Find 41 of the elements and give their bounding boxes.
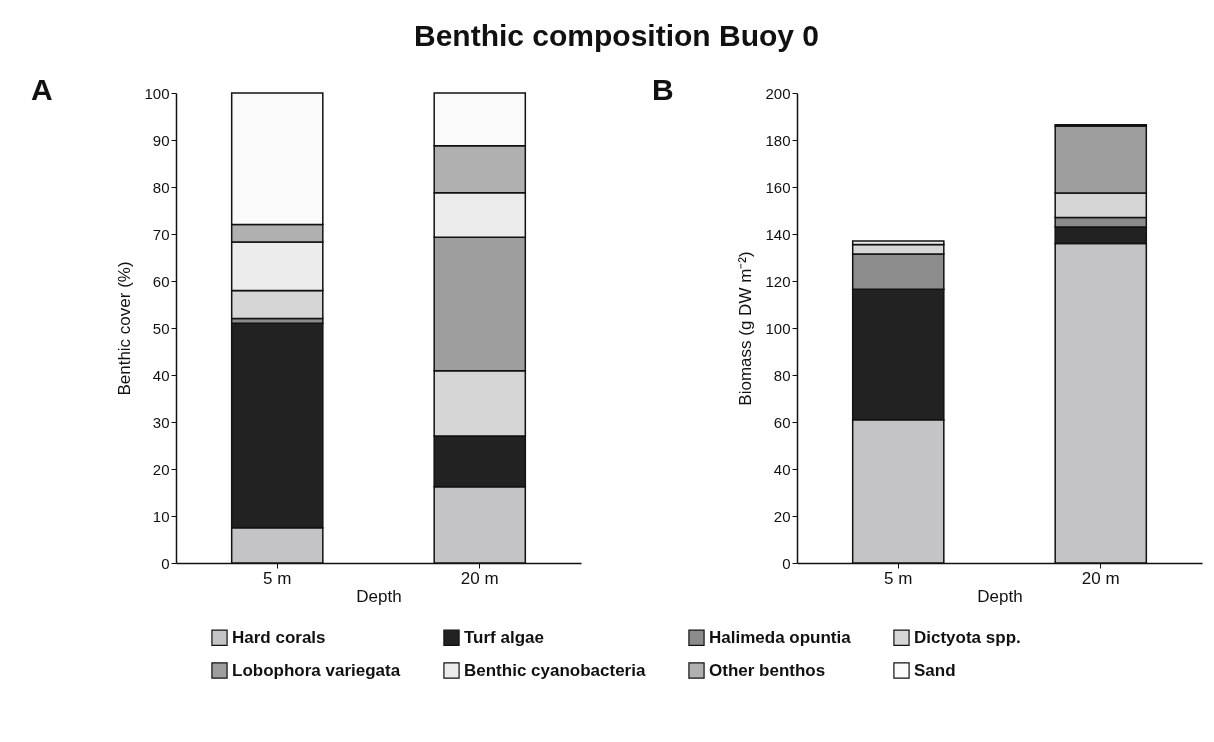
y-tick-label: 0 bbox=[782, 554, 791, 572]
y-tick-label: 60 bbox=[152, 272, 170, 290]
legend-label: Hard corals bbox=[232, 627, 326, 647]
x-tick-label: 5 m bbox=[263, 568, 292, 588]
x-tick-label: 5 m bbox=[884, 568, 913, 588]
legend-label: Benthic cyanobacteria bbox=[464, 660, 646, 680]
x-axis-title: Depth bbox=[356, 586, 402, 606]
y-tick-label: 70 bbox=[152, 225, 170, 243]
y-tick-label: 50 bbox=[152, 319, 170, 337]
y-tick-label: 30 bbox=[152, 413, 170, 431]
legend-label: Lobophora variegata bbox=[232, 660, 401, 680]
y-tick-label: 200 bbox=[765, 84, 791, 102]
x-axis-title: Depth bbox=[977, 586, 1023, 606]
y-tick-label: 10 bbox=[152, 507, 170, 525]
y-tick-label: 60 bbox=[773, 413, 791, 431]
y-tick-label: 20 bbox=[773, 507, 791, 525]
y-tick-label: 140 bbox=[765, 225, 791, 243]
legend-label: Dictyota spp. bbox=[914, 627, 1021, 647]
legend-label: Turf algae bbox=[464, 627, 544, 647]
y-tick-label: 90 bbox=[152, 131, 170, 149]
x-tick-label: 20 m bbox=[460, 568, 499, 588]
legend-label: Other benthos bbox=[709, 660, 826, 680]
y-tick-label: 160 bbox=[765, 178, 791, 196]
y-tick-label: 80 bbox=[152, 178, 170, 196]
y-tick-label: 120 bbox=[765, 272, 791, 290]
y-tick-label: 40 bbox=[152, 366, 170, 384]
legend-label: Halimeda opuntia bbox=[709, 627, 852, 647]
y-tick-label: 100 bbox=[144, 84, 170, 102]
y-tick-label: 100 bbox=[765, 319, 791, 337]
y-tick-label: 180 bbox=[765, 131, 791, 149]
y-tick-label: 0 bbox=[161, 554, 170, 572]
text: A bbox=[30, 73, 53, 106]
text: B bbox=[651, 73, 674, 106]
x-tick-label: 20 m bbox=[1081, 568, 1120, 588]
legend-label: Sand bbox=[914, 660, 956, 680]
y-tick-label: 80 bbox=[773, 366, 791, 384]
y-axis-title: Benthic cover (%) bbox=[115, 261, 135, 396]
chart-title: Benthic composition Buoy 0 bbox=[413, 19, 819, 52]
y-tick-label: 40 bbox=[773, 460, 791, 478]
y-axis-title: Biomass (g DW m⁻²) bbox=[736, 251, 756, 406]
y-tick-label: 20 bbox=[152, 460, 170, 478]
